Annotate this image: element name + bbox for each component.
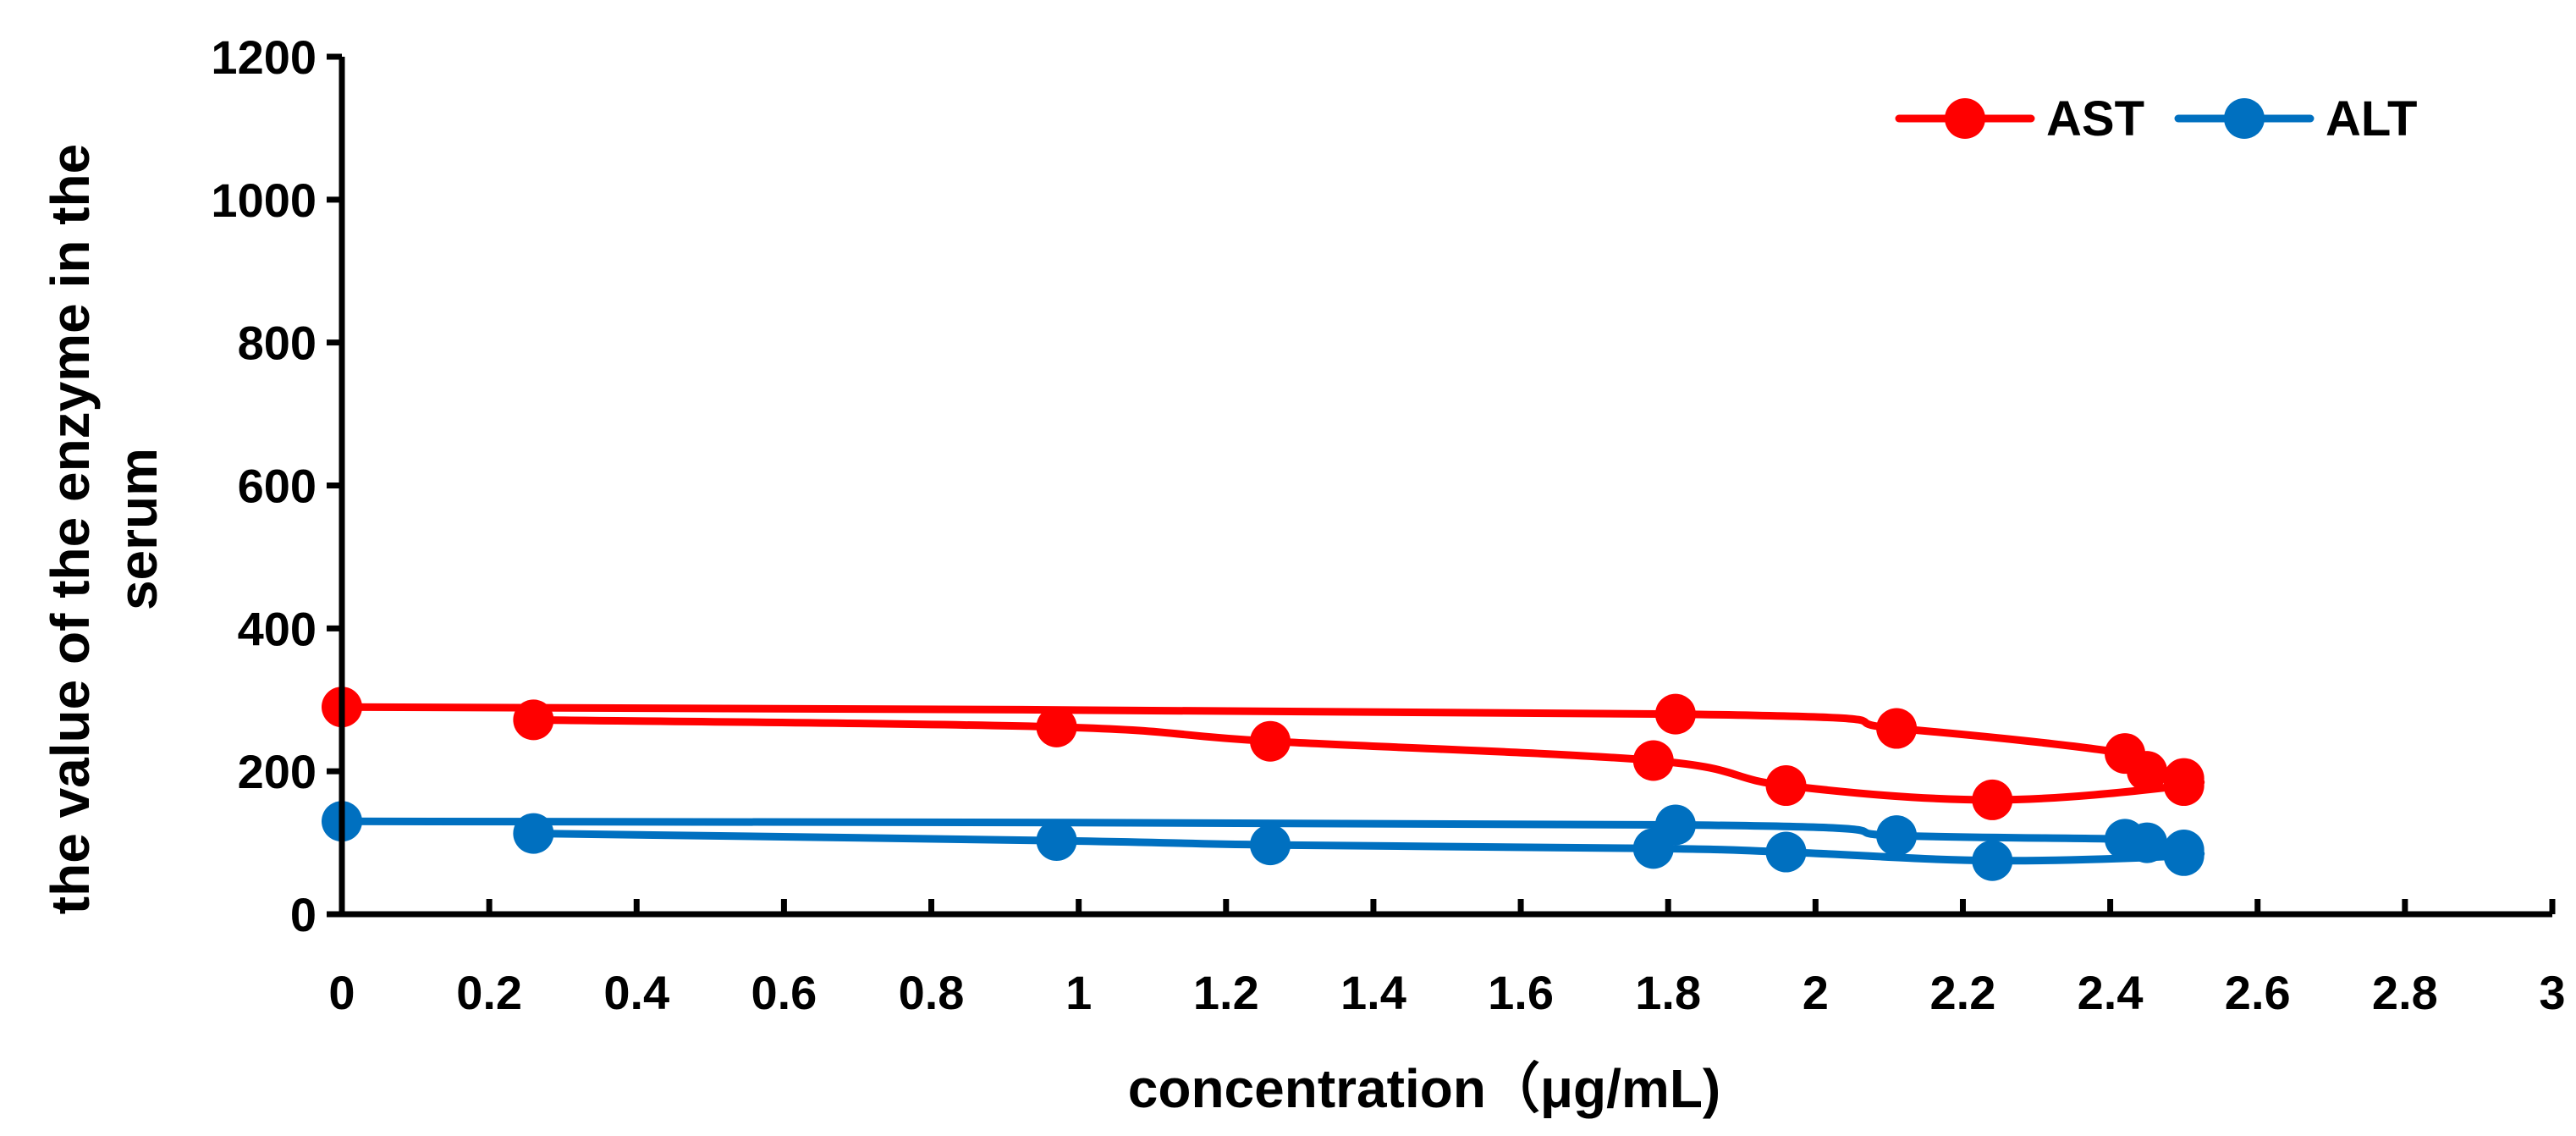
x-tick-label: 1.4: [1340, 966, 1406, 1019]
y-tick-label: 400: [238, 602, 316, 655]
data-point-ast: [1654, 693, 1696, 735]
data-point-ast: [1972, 779, 2013, 820]
x-tick-label: 0.8: [899, 966, 965, 1019]
data-point-ast: [1765, 765, 1807, 807]
y-tick-label: 600: [238, 460, 316, 513]
x-tick-label: 0.2: [456, 966, 522, 1019]
axes: [339, 57, 2552, 918]
x-tick-label: 2.8: [2372, 966, 2438, 1019]
x-tick-label: 1: [1065, 966, 1092, 1019]
data-point-alt: [513, 813, 554, 854]
y-axis-title: the value of the enzyme in the serum: [40, 144, 168, 914]
legend-alt-label: ALT: [2326, 91, 2417, 146]
data-point-ast: [2127, 751, 2168, 792]
data-point-alt: [1632, 828, 1674, 869]
x-tick-label: 1.6: [1488, 966, 1554, 1019]
data-point-alt: [1036, 820, 1077, 862]
data-point-alt: [1972, 840, 2013, 881]
data-point-alt: [2163, 835, 2204, 876]
data-point-ast: [1876, 708, 1918, 749]
y-tick-label: 0: [290, 888, 316, 941]
ticks: 0 200 400 600 800 1000 1200 0 0.2 0.4 0.6 0.8 1 1.2 1.…: [211, 30, 2565, 1019]
data-point-alt: [1765, 831, 1807, 873]
x-tick-label: 2.4: [2078, 966, 2144, 1019]
legend-ast-marker: [1945, 98, 1985, 139]
data-point-alt: [1876, 815, 1918, 857]
x-tick-label: 0.6: [751, 966, 817, 1019]
data-point-ast: [1250, 720, 1291, 762]
legend-ast-label: AST: [2046, 91, 2144, 146]
x-tick-label: 1.8: [1635, 966, 1701, 1019]
data-point-ast: [513, 699, 554, 741]
y-axis-title-line-2: serum: [107, 448, 168, 610]
plot-markers: [322, 687, 2204, 881]
x-tick-label: 1.2: [1193, 966, 1259, 1019]
data-point-ast: [1036, 706, 1077, 747]
y-tick-label: 1200: [211, 30, 316, 84]
y-tick-label: 800: [238, 317, 316, 370]
y-tick-label: 1000: [211, 174, 316, 227]
x-tick-label: 0.4: [603, 966, 669, 1019]
data-point-ast: [2163, 765, 2204, 807]
legend-alt-marker: [2224, 98, 2265, 139]
x-tick-label: 0: [328, 966, 355, 1019]
x-axis-title: concentration（μg/mL): [1128, 1058, 1721, 1119]
x-tick-label: 2: [1803, 966, 1829, 1019]
data-point-alt: [2127, 822, 2168, 863]
x-tick-label: 2.6: [2225, 966, 2291, 1019]
x-tick-label: 3: [2539, 966, 2565, 1019]
y-axis-title-line-1: the value of the enzyme in the: [40, 144, 101, 914]
x-tick-label: 2.2: [1930, 966, 1996, 1019]
legend: AST ALT: [1895, 91, 2417, 146]
y-tick-label: 200: [238, 745, 316, 798]
data-point-alt: [1250, 824, 1291, 866]
data-point-ast: [1632, 740, 1674, 781]
